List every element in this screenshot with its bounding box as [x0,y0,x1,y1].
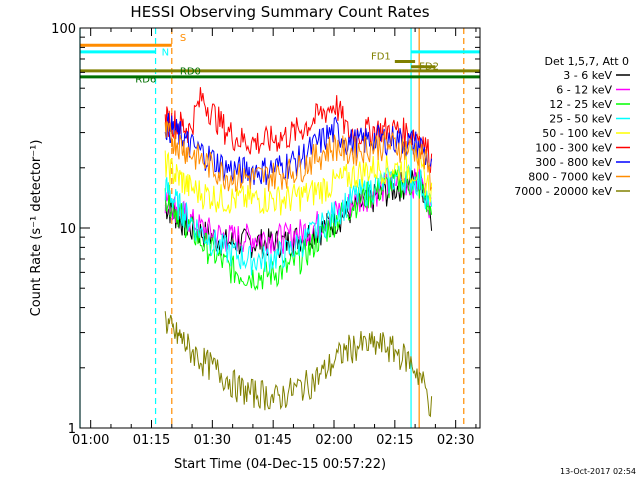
x-tick-label: 01:30 [194,433,231,448]
segment-label-rd6: RD6 [135,74,156,85]
y-tick-label: 100 [51,22,76,37]
series-line-3 [164,164,433,276]
legend-label: 3 - 6 keV [563,69,612,82]
y-tick-label: 1 [68,422,76,437]
legend-title: Det 1,5,7, Att 0 [545,55,629,68]
legend-label: 100 - 300 keV [535,142,612,155]
legend-label: 25 - 50 keV [549,113,612,126]
y-tick-label: 10 [59,222,76,237]
x-tick-label: 02:30 [437,433,474,448]
legend-label: 800 - 7000 keV [528,171,612,184]
x-axis-label: Start Time (04-Dec-15 00:57:22) [174,457,386,472]
segment-label-n: N [162,47,169,58]
legend-label: 12 - 25 keV [549,98,612,111]
y-axis-label: Count Rate (s⁻¹ detector⁻¹) [29,140,44,317]
series-line-7 [164,120,433,193]
segment-label-s: S [180,33,186,44]
chart-title: HESSI Observing Summary Count Rates [130,3,429,21]
x-tick-label: 02:00 [315,433,352,448]
series-line-6 [164,113,433,186]
legend-label: 6 - 12 keV [556,84,612,97]
timestamp: 13-Oct-2017 02:54 [560,467,636,476]
segment-label-fd1: FD1 [371,52,391,63]
legend-label: 7000 - 20000 keV [514,185,612,198]
series-line-5 [164,87,433,173]
segment-label-rd0: RD0 [180,67,201,78]
x-tick-label: 01:45 [254,433,291,448]
x-tick-label: 02:15 [376,433,413,448]
x-tick-label: 01:00 [72,433,109,448]
series-line-4 [164,150,433,216]
legend-label: 300 - 800 keV [535,156,612,169]
legend-label: 50 - 100 keV [542,127,612,140]
series-line-8 [164,311,433,418]
segment-label-fd2: FD2 [419,62,439,73]
x-tick-label: 01:15 [133,433,170,448]
